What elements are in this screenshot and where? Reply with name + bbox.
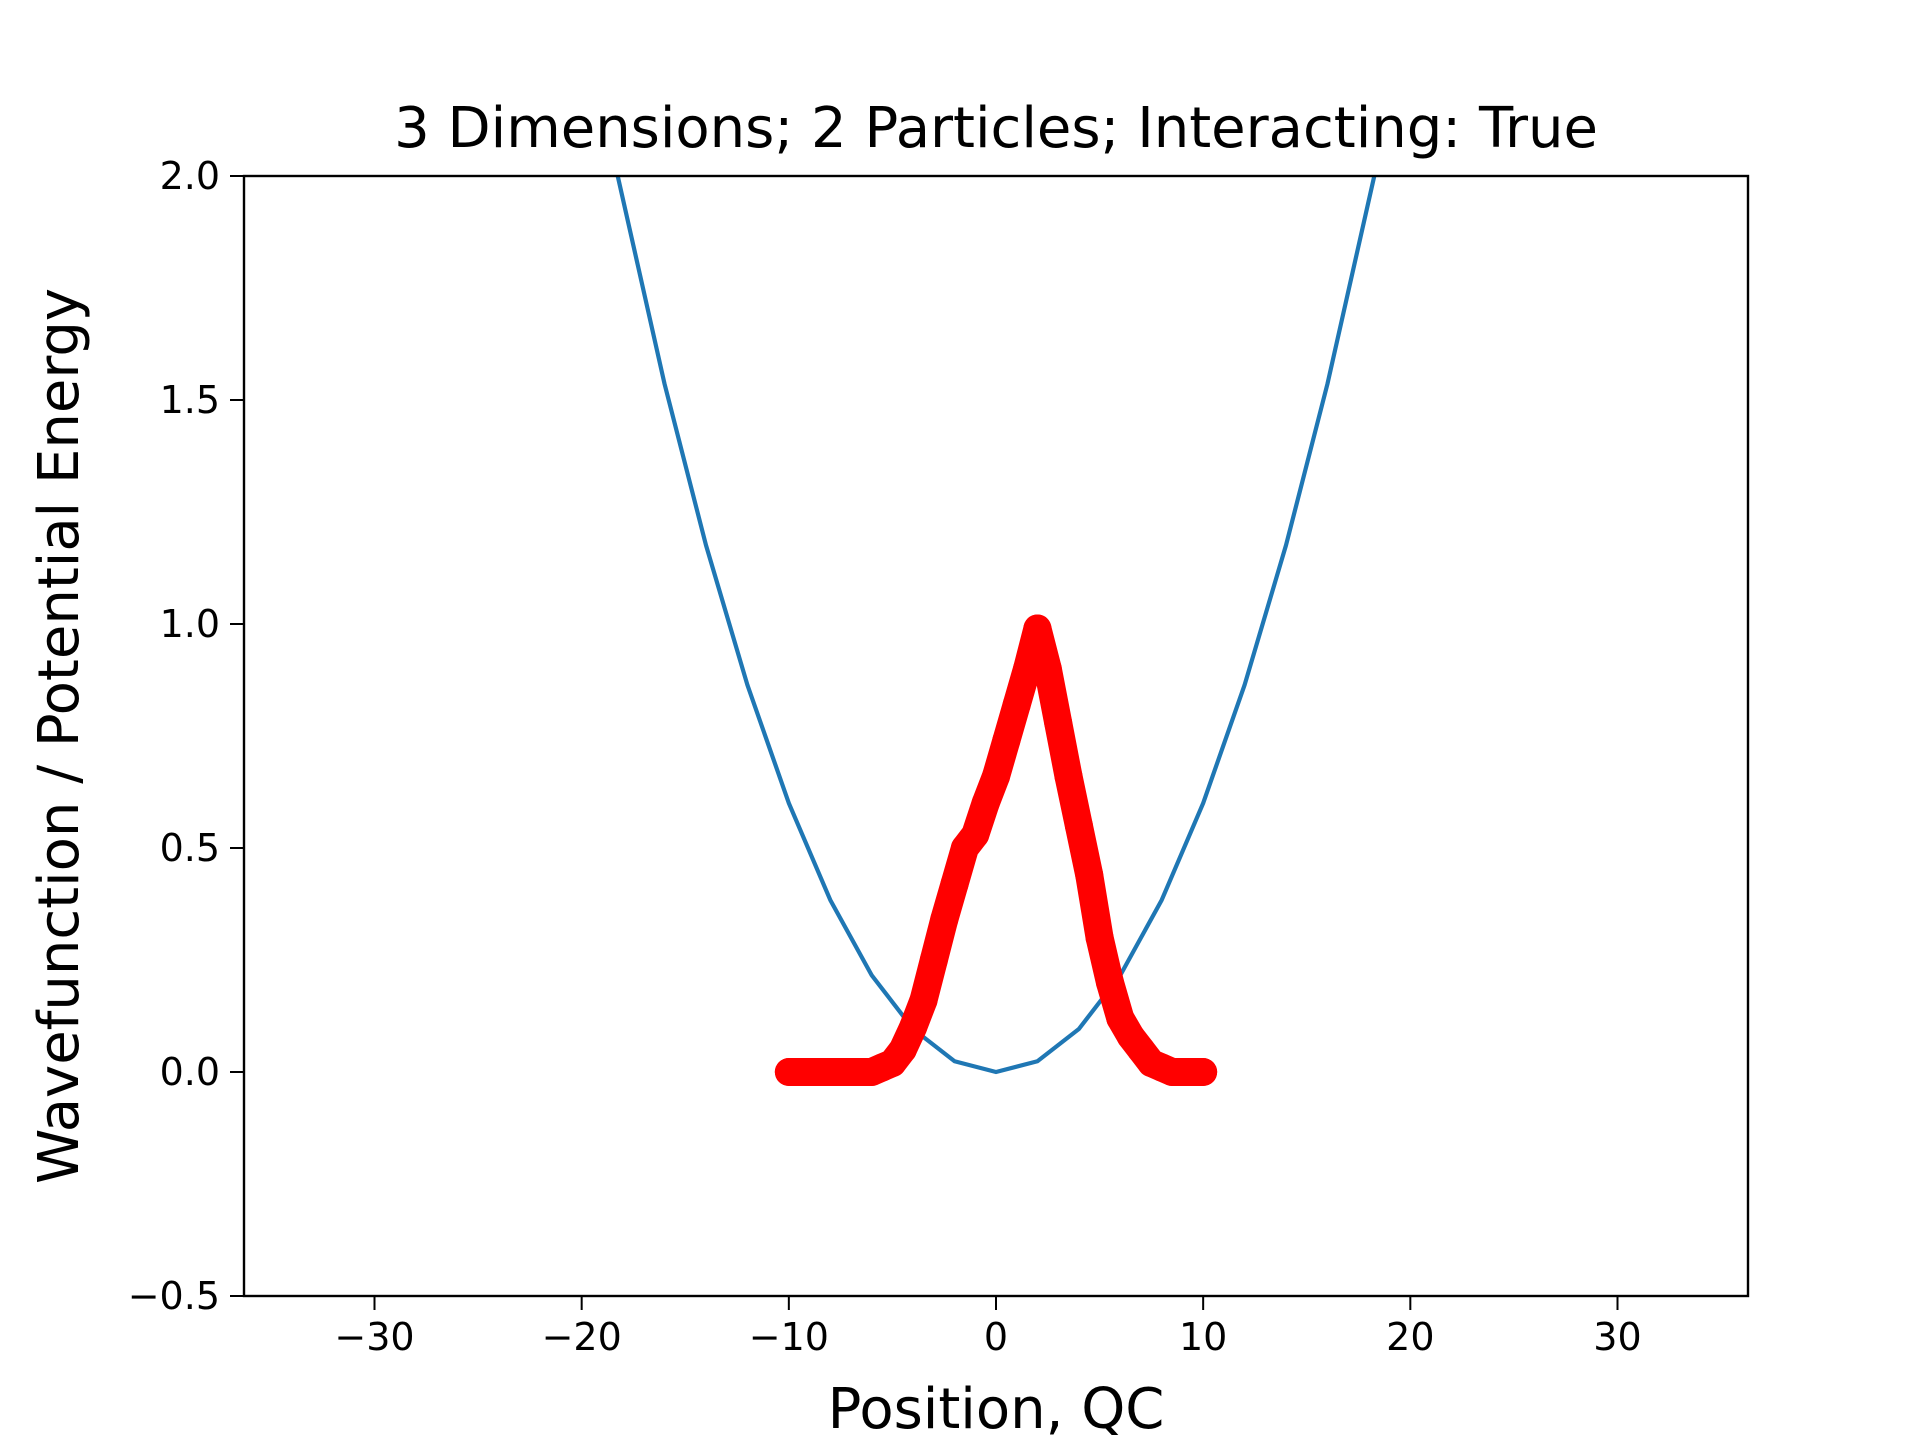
x-tick-label: −30: [334, 1315, 414, 1359]
x-tick-label: 30: [1593, 1315, 1641, 1359]
y-tick-label: 1.5: [160, 378, 220, 422]
y-tick-label: 0.5: [160, 826, 220, 870]
y-tick-label: 0.0: [160, 1050, 220, 1094]
potential-series: [615, 176, 1377, 1075]
y-tick-label: 1.0: [160, 602, 220, 646]
x-tick-label: −10: [749, 1315, 829, 1359]
x-axis: −30 −20 −10 0 10 20 30: [334, 1296, 1642, 1359]
series-band: [774, 614, 1218, 1086]
x-tick-label: 20: [1386, 1315, 1434, 1359]
x-axis-label: Position, QC: [828, 1377, 1165, 1440]
wavefunction-series: [774, 614, 1218, 1086]
series-line: [615, 176, 1377, 1075]
chart-title: 3 Dimensions; 2 Particles; Interacting: …: [394, 96, 1598, 161]
plot-content: [615, 176, 1377, 1086]
x-tick-label: 0: [984, 1315, 1008, 1359]
y-tick-label: 2.0: [160, 154, 220, 198]
y-axis: −0.5 0.0 0.5 1.0 1.5 2.0: [128, 154, 244, 1318]
y-tick-label: −0.5: [128, 1274, 220, 1318]
y-axis-label: Wavefunction / Potential Energy: [27, 288, 92, 1184]
x-tick-label: −20: [542, 1315, 622, 1359]
x-tick-label: 10: [1179, 1315, 1227, 1359]
